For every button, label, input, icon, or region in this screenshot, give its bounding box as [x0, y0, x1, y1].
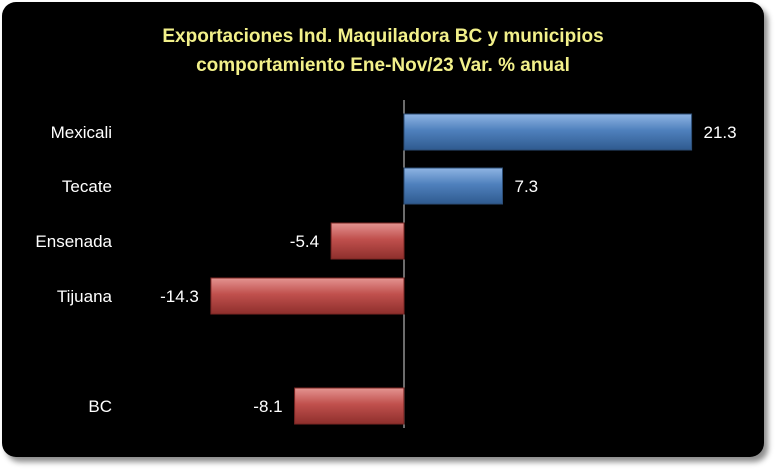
- category-label-ensenada: Ensenada: [35, 232, 112, 251]
- category-label-tecate: Tecate: [62, 177, 112, 196]
- chart-title: Exportaciones Ind. Maquiladora BC y muni…: [2, 22, 764, 80]
- value-label-mexicali: 21.3: [704, 123, 737, 142]
- category-label-bc: BC: [88, 397, 112, 416]
- value-label-tecate: 7.3: [515, 177, 539, 196]
- category-label-tijuana: Tijuana: [57, 287, 113, 306]
- value-label-bc: -8.1: [253, 397, 282, 416]
- bar-chart: Mexicali 21.3 Tecate 7.3 Ensenada -5.4 Tijuana…: [35, 100, 737, 428]
- bar-mexicali: [403, 113, 693, 151]
- value-label-tijuana: -14.3: [160, 287, 199, 306]
- bar-tecate: [403, 167, 503, 205]
- bar-ensenada: [330, 222, 405, 260]
- value-label-ensenada: -5.4: [290, 232, 319, 251]
- chart-frame: Exportaciones Ind. Maquiladora BC y muni…: [2, 2, 764, 457]
- category-label-mexicali: Mexicali: [51, 123, 112, 142]
- bar-tijuana: [210, 277, 405, 315]
- chart-title-line-2: comportamiento Ene-Nov/23 Var. % anual: [196, 55, 570, 76]
- chart-title-line-1: Exportaciones Ind. Maquiladora BC y muni…: [162, 26, 604, 47]
- bar-bc: [294, 387, 405, 425]
